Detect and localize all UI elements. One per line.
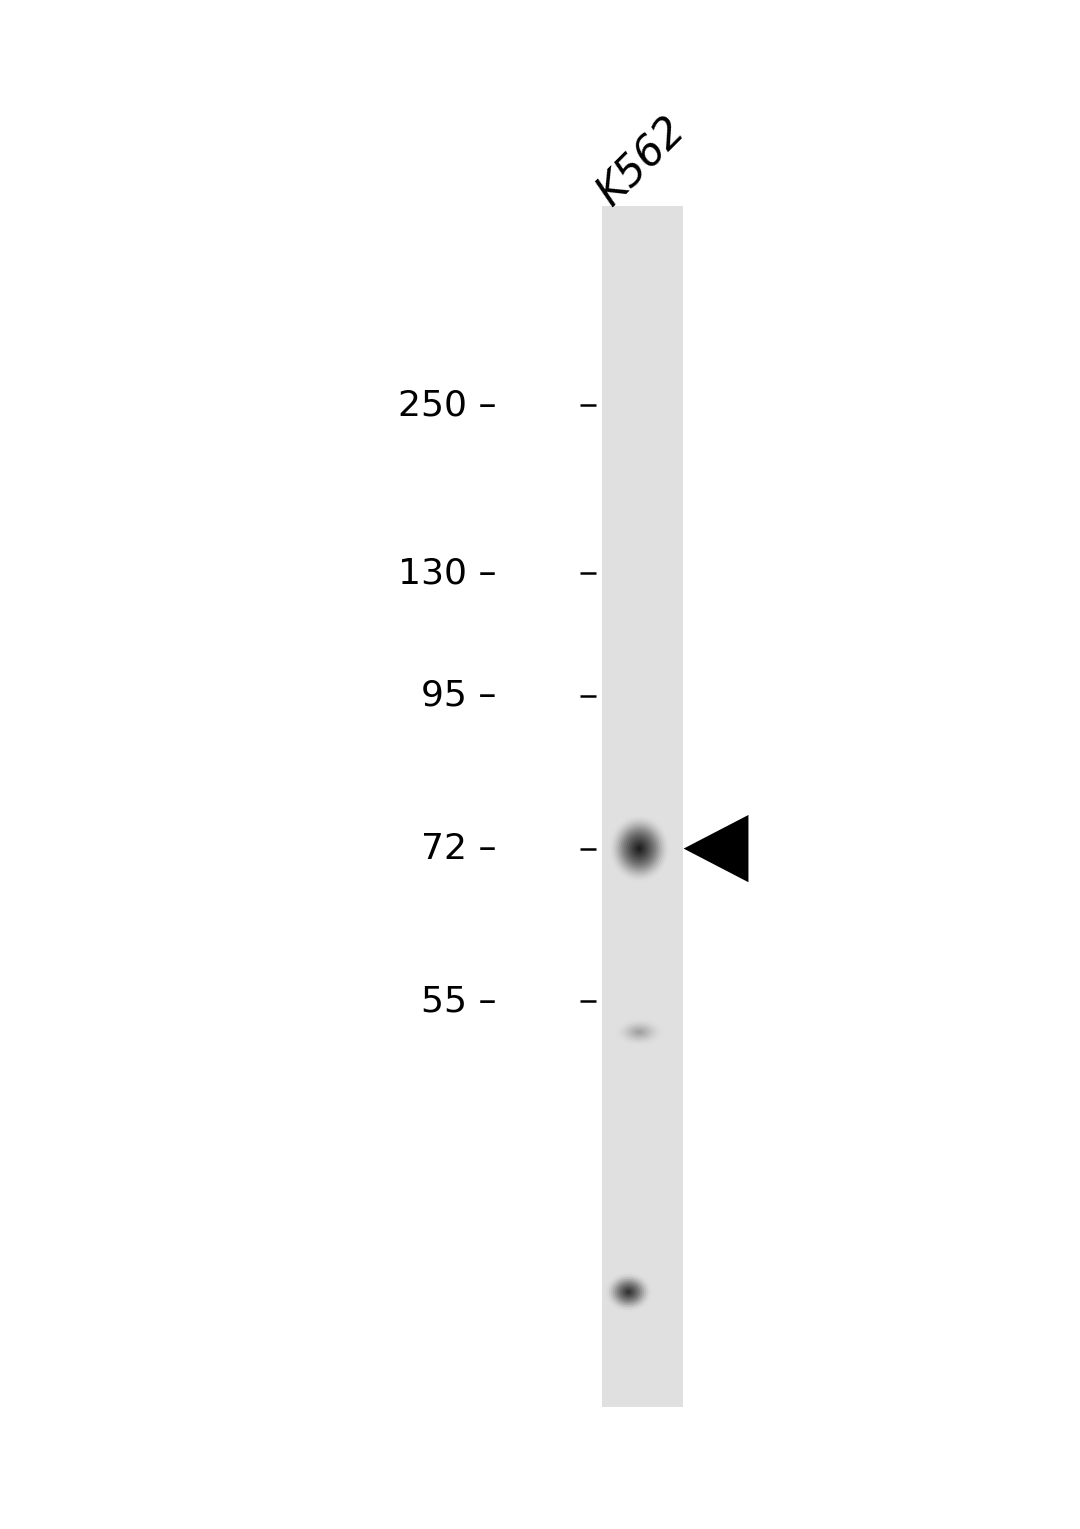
Ellipse shape bbox=[624, 1289, 633, 1295]
Text: 250 –: 250 – bbox=[399, 388, 497, 422]
Ellipse shape bbox=[607, 1274, 650, 1310]
Ellipse shape bbox=[635, 844, 644, 853]
Text: K562: K562 bbox=[590, 109, 694, 214]
Ellipse shape bbox=[613, 820, 665, 878]
Ellipse shape bbox=[630, 1026, 649, 1038]
Ellipse shape bbox=[637, 847, 642, 850]
Text: 130 –: 130 – bbox=[399, 557, 497, 590]
Ellipse shape bbox=[619, 826, 660, 872]
Ellipse shape bbox=[617, 823, 662, 875]
Ellipse shape bbox=[617, 1281, 640, 1301]
Ellipse shape bbox=[620, 827, 659, 870]
Ellipse shape bbox=[626, 1024, 652, 1040]
Ellipse shape bbox=[622, 1287, 635, 1297]
Ellipse shape bbox=[605, 1272, 652, 1312]
Ellipse shape bbox=[611, 816, 667, 881]
Ellipse shape bbox=[632, 841, 647, 856]
Ellipse shape bbox=[609, 815, 670, 882]
Ellipse shape bbox=[626, 1290, 631, 1294]
Ellipse shape bbox=[629, 836, 650, 861]
Polygon shape bbox=[684, 815, 748, 882]
Ellipse shape bbox=[633, 1027, 646, 1037]
Ellipse shape bbox=[636, 1031, 643, 1034]
Ellipse shape bbox=[612, 1278, 645, 1306]
Ellipse shape bbox=[615, 1280, 643, 1304]
Ellipse shape bbox=[622, 1023, 657, 1041]
Text: 55 –: 55 – bbox=[421, 985, 497, 1018]
Ellipse shape bbox=[634, 842, 645, 855]
Bar bbox=[603, 206, 684, 1407]
Ellipse shape bbox=[619, 1284, 638, 1300]
Text: 72 –: 72 – bbox=[421, 832, 497, 865]
Ellipse shape bbox=[615, 821, 664, 876]
Ellipse shape bbox=[609, 1275, 648, 1309]
Ellipse shape bbox=[616, 1018, 663, 1046]
Ellipse shape bbox=[610, 1277, 646, 1307]
Ellipse shape bbox=[624, 832, 654, 865]
Text: 95 –: 95 – bbox=[421, 679, 497, 713]
Ellipse shape bbox=[612, 1017, 666, 1047]
Ellipse shape bbox=[619, 1021, 660, 1043]
Ellipse shape bbox=[626, 833, 652, 864]
Ellipse shape bbox=[621, 1286, 636, 1298]
Ellipse shape bbox=[630, 838, 649, 859]
Ellipse shape bbox=[622, 830, 657, 867]
